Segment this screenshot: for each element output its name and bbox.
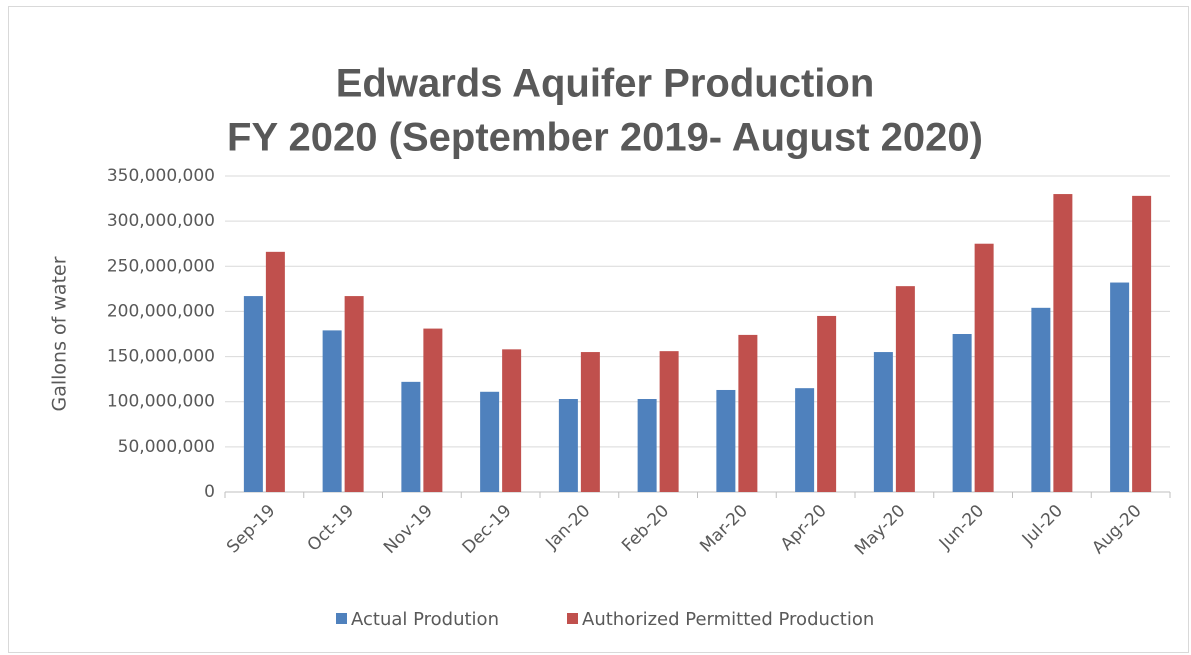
legend-label: Authorized Permitted Production (582, 609, 874, 630)
bar (580, 352, 600, 492)
bar (1053, 194, 1073, 493)
bar (1110, 282, 1130, 492)
y-tick-label: 200,000,000 (107, 301, 215, 321)
y-tick-label: 350,000,000 (107, 166, 215, 186)
bar (659, 351, 679, 492)
y-tick-label: 100,000,000 (107, 392, 215, 412)
bar (480, 391, 500, 492)
y-tick-label: 300,000,000 (107, 211, 215, 231)
bar (974, 243, 994, 492)
legend-swatch (567, 613, 578, 624)
bar (1132, 195, 1152, 492)
bar (558, 399, 578, 492)
bar (873, 352, 893, 492)
y-tick-label: 150,000,000 (107, 347, 215, 367)
chart-title: FY 2020 (September 2019- August 2020) (227, 116, 983, 160)
bar (322, 330, 342, 492)
bar (344, 296, 364, 492)
chart-title: Edwards Aquifer Production (336, 62, 875, 106)
bar (895, 286, 915, 492)
y-tick-label: 250,000,000 (107, 256, 215, 276)
bar (265, 251, 285, 492)
bar (243, 296, 263, 492)
bar (817, 315, 837, 492)
y-tick-label: 50,000,000 (118, 437, 215, 457)
bar (795, 388, 815, 492)
bar (637, 399, 657, 492)
bar (1031, 307, 1051, 492)
bar (502, 349, 522, 492)
bar (401, 381, 421, 492)
legend-label: Actual Prodution (351, 609, 499, 630)
y-tick-label: 0 (204, 482, 215, 502)
bar (716, 389, 736, 492)
legend-swatch (336, 613, 347, 624)
y-axis-title: Gallons of water (49, 256, 71, 411)
bar (952, 334, 972, 492)
bar (738, 334, 758, 492)
bar (423, 328, 443, 492)
